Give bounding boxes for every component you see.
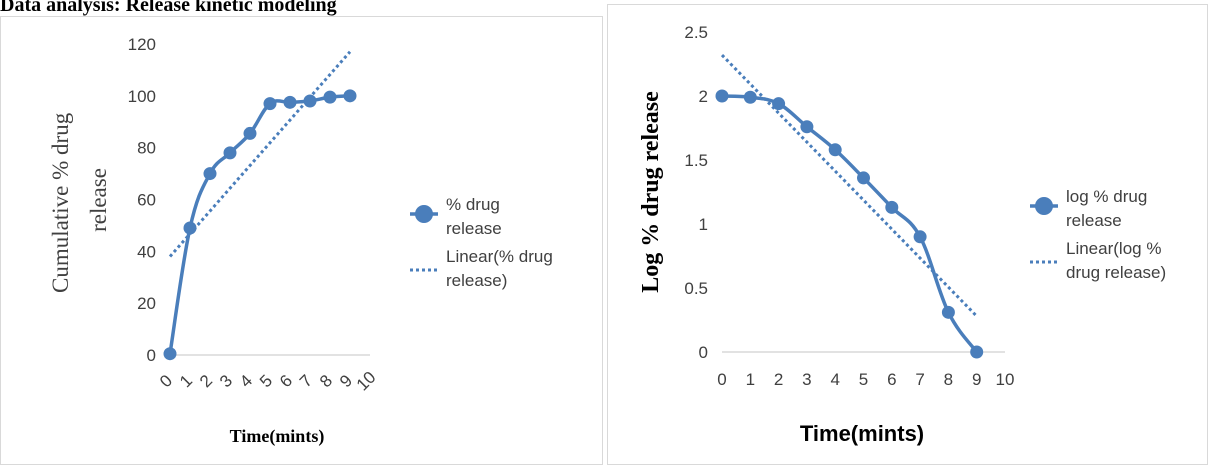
legend-marker-icon (1035, 197, 1053, 215)
y-tick-label: 20 (137, 294, 156, 313)
legend-trend-label: Linear(log % (1066, 239, 1161, 258)
x-tick-label: 3 (802, 370, 811, 389)
y-tick-label: 0 (699, 343, 708, 362)
x-tick-label: 7 (296, 371, 316, 391)
x-tick-label: 8 (316, 371, 336, 391)
chart1-y-axis-label: Cumulative % drug release (48, 107, 111, 293)
x-tick-label: 0 (156, 371, 176, 391)
data-point (857, 171, 870, 185)
y-tick-label: 100 (128, 87, 156, 106)
data-point (913, 230, 927, 244)
y-tick-label: 60 (137, 191, 156, 210)
series-line (721, 94, 979, 354)
x-tick-label: 2 (196, 371, 216, 391)
data-point (715, 89, 729, 103)
y-tick-label: 120 (128, 35, 156, 54)
legend-trend-label: release) (446, 271, 507, 290)
y-tick-label: 2.5 (684, 23, 708, 42)
data-point (323, 90, 337, 104)
chart1-legend: % drug release Linear(% drug release) (410, 195, 553, 290)
legend-series-label: release (1066, 211, 1122, 230)
x-tick-label: 4 (236, 371, 256, 391)
chart2-x-axis-label: Time(mints) (800, 421, 924, 446)
data-point (263, 97, 277, 111)
x-tick-label: 10 (353, 368, 380, 395)
chart1-x-ticks: 0 1 2 3 4 5 6 7 8 910 (156, 368, 379, 395)
x-tick-label: 5 (859, 370, 868, 389)
y-tick-label: 1 (699, 215, 708, 234)
legend-trend-label: drug release) (1066, 263, 1166, 282)
x-tick-label: 2 (774, 370, 783, 389)
legend-series-label: log % drug (1066, 187, 1147, 206)
chart1-y-ticks: 0 20 40 60 80 100 120 (128, 35, 156, 365)
legend-series-label: release (446, 219, 502, 238)
x-tick-label: 6 (276, 371, 296, 391)
y-tick-label: 0.5 (684, 279, 708, 298)
y-tick-label: 0 (147, 346, 156, 365)
y-tick-label: 40 (137, 242, 156, 261)
trendline (720, 53, 978, 318)
x-tick-label: 1 (176, 371, 196, 391)
data-point (163, 347, 177, 361)
x-tick-label: 5 (256, 371, 276, 391)
chart1-trendline (168, 50, 352, 258)
data-point (283, 95, 297, 109)
x-tick-label: 7 (915, 370, 924, 389)
x-tick-label: 10 (996, 370, 1015, 389)
data-point (743, 90, 757, 104)
legend-marker-icon (415, 205, 433, 223)
page-heading: Data analysis: Release kinetic modeling (0, 0, 337, 16)
data-point (343, 89, 357, 103)
legend-series-label: % drug (446, 195, 500, 214)
chart2-series (715, 89, 984, 359)
y-tick-label: 2 (699, 87, 708, 106)
y-tick-label: 80 (137, 139, 156, 158)
legend-trend-label: Linear(% drug (446, 247, 553, 266)
x-tick-label: 8 (944, 370, 953, 389)
data-point (828, 143, 842, 157)
x-tick-label: 6 (887, 370, 896, 389)
data-point (223, 146, 237, 160)
data-point (203, 167, 217, 181)
chart2-border (607, 4, 1208, 465)
data-point (243, 126, 257, 140)
chart1-x-axis-label: Time(mints) (230, 426, 325, 447)
data-point (183, 221, 197, 235)
chart1-series (163, 89, 357, 361)
y-tick-label: 1.5 (684, 151, 708, 170)
x-tick-label: 4 (830, 370, 839, 389)
x-tick-label: 0 (717, 370, 726, 389)
x-tick-label: 1 (746, 370, 755, 389)
series-line (168, 94, 351, 354)
data-point (970, 345, 984, 359)
chart2-trendline (720, 53, 978, 318)
trendline (168, 50, 352, 258)
chart2-y-ticks: 0 0.5 1 1.5 2 2.5 (684, 23, 708, 362)
chart2-x-ticks: 0 1 2 3 4 5 6 7 8 9 10 (717, 370, 1014, 389)
data-point (800, 120, 814, 134)
x-tick-label: 3 (216, 371, 236, 391)
data-point (941, 305, 955, 319)
x-tick-label: 9 (972, 370, 981, 389)
chart2-y-axis-label: Log % drug release (638, 91, 664, 293)
chart2-legend: log % drug release Linear(log % drug releas… (1030, 187, 1166, 282)
data-point (772, 97, 786, 111)
data-point (303, 94, 317, 108)
chart1-border (0, 16, 603, 465)
data-point (885, 200, 899, 214)
